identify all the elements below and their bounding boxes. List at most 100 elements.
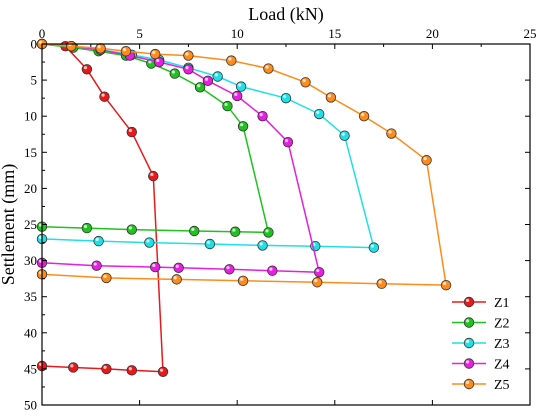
marker-body <box>463 317 475 328</box>
marker-highlight <box>173 276 177 280</box>
legend-label: Z5 <box>494 378 510 393</box>
data-point-z4 <box>91 260 102 271</box>
x-tick-label: 20 <box>426 26 439 41</box>
marker-body <box>237 121 249 132</box>
marker-highlight <box>466 339 470 343</box>
data-point-z1 <box>99 91 110 102</box>
marker-highlight <box>327 94 332 98</box>
marker-highlight <box>302 79 306 83</box>
marker-highlight <box>240 123 244 127</box>
marker-highlight <box>240 277 244 281</box>
marker-highlight <box>265 229 269 233</box>
series-z1 <box>36 38 169 377</box>
data-point-z1 <box>126 126 137 138</box>
marker-body <box>81 222 93 234</box>
data-point-z5 <box>226 55 237 66</box>
marker-highlight <box>128 226 132 230</box>
data-point-z1 <box>68 362 79 373</box>
data-point-z5 <box>386 128 397 139</box>
data-point-z1 <box>81 64 93 75</box>
marker-highlight <box>204 77 209 81</box>
marker-highlight <box>148 60 152 64</box>
marker-highlight <box>97 45 101 49</box>
data-point-z5 <box>66 40 77 52</box>
y-tick-label: 15 <box>24 145 37 160</box>
data-point-z3 <box>280 92 292 104</box>
marker-highlight <box>150 172 154 177</box>
data-point-z5 <box>312 277 323 288</box>
x-tick-label: 25 <box>524 26 537 41</box>
marker-highlight <box>95 237 99 242</box>
data-point-z4 <box>231 90 243 102</box>
legend-marker <box>463 337 475 349</box>
y-tick-label: 50 <box>24 398 37 413</box>
marker-body <box>101 363 112 375</box>
marker-highlight <box>466 360 470 364</box>
marker-body <box>212 71 223 82</box>
marker-body <box>263 63 274 74</box>
marker-body <box>144 237 155 248</box>
marker-body <box>230 226 241 237</box>
marker-body <box>68 362 79 373</box>
marker-highlight <box>378 280 382 284</box>
marker-body <box>95 43 106 54</box>
marker-highlight <box>93 262 97 266</box>
y-tick-label: 40 <box>24 325 37 340</box>
series-line-z3 <box>41 43 375 249</box>
data-point-z5 <box>171 274 182 285</box>
marker-body <box>257 110 268 122</box>
marker-highlight <box>214 73 218 77</box>
marker-highlight <box>226 266 230 270</box>
marker-highlight <box>283 94 287 99</box>
marker-body <box>421 155 432 166</box>
x-tick-label: 0 <box>39 26 46 41</box>
legend-item-z2: Z2 <box>452 317 510 332</box>
marker-body <box>313 108 325 120</box>
marker-body <box>150 261 161 273</box>
marker-body <box>386 128 397 139</box>
marker-body <box>282 136 294 148</box>
data-point-z3 <box>313 108 325 120</box>
legend-label: Z3 <box>494 337 510 352</box>
marker-highlight <box>259 113 263 117</box>
marker-highlight <box>466 319 470 323</box>
marker-highlight <box>103 365 107 369</box>
data-point-z5 <box>237 275 249 287</box>
marker-body <box>66 40 77 52</box>
marker-body <box>173 262 184 274</box>
y-tick-label: 45 <box>24 361 37 376</box>
marker-body <box>222 100 233 112</box>
marker-highlight <box>443 281 447 286</box>
marker-highlight <box>265 65 269 69</box>
marker-body <box>313 266 325 278</box>
marker-body <box>267 265 278 276</box>
data-point-z1 <box>148 170 159 182</box>
legend-marker <box>463 296 475 308</box>
marker-highlight <box>224 102 228 107</box>
marker-body <box>463 378 475 390</box>
data-point-z3 <box>257 240 268 251</box>
data-point-z5 <box>325 92 337 103</box>
series-z4 <box>36 38 325 278</box>
marker-highlight <box>234 92 238 96</box>
marker-highlight <box>206 240 211 244</box>
data-point-z4 <box>313 266 325 278</box>
legend-item-z4: Z4 <box>452 358 510 373</box>
legend-marker <box>463 358 475 369</box>
marker-highlight <box>39 40 43 45</box>
data-point-z4 <box>183 64 194 75</box>
marker-highlight <box>83 224 88 229</box>
marker-body <box>376 278 387 289</box>
marker-highlight <box>228 57 232 61</box>
marker-body <box>257 240 268 251</box>
marker-highlight <box>238 83 242 87</box>
legend-label: Z1 <box>494 296 510 311</box>
marker-body <box>231 90 243 102</box>
data-point-z5 <box>358 110 370 122</box>
legend-item-z5: Z5 <box>452 378 510 393</box>
data-point-z4 <box>267 265 278 276</box>
marker-body <box>157 366 169 377</box>
marker-body <box>204 238 216 250</box>
marker-highlight <box>191 227 195 231</box>
